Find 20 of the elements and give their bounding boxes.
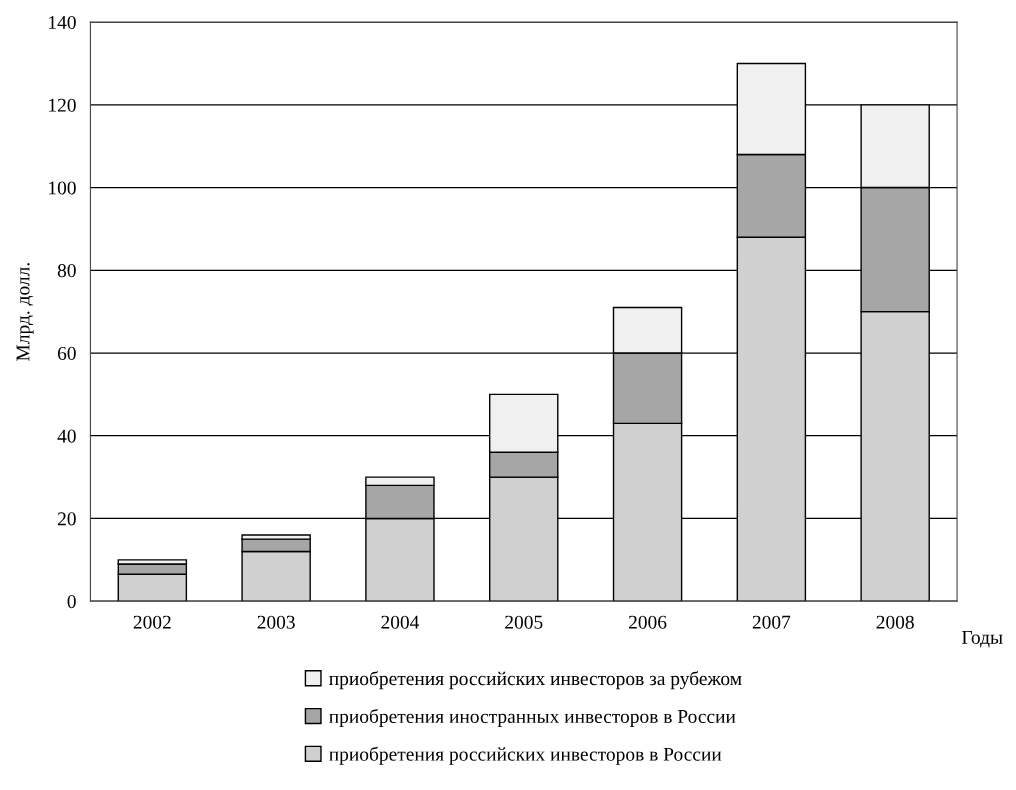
x-tick-label: 2005 — [505, 615, 543, 629]
x-tick-label: 2008 — [876, 615, 914, 629]
y-tick-label: 60 — [57, 346, 76, 360]
y-tick-label: 40 — [57, 429, 76, 443]
x-axis-title: Годы — [961, 630, 1003, 648]
legend-label: приобретения российских инвесторов за рубежом — [329, 671, 742, 690]
y-tick-label: 0 — [67, 595, 76, 609]
x-tick-label: 2006 — [628, 615, 667, 629]
y-tick-label: 140 — [49, 15, 76, 30]
x-tick-label: 2007 — [752, 615, 791, 629]
y-axis-title: Млрд. долл. — [16, 263, 34, 361]
y-tick-label: 100 — [49, 181, 76, 195]
y-tick-label: 80 — [57, 264, 76, 278]
x-tick-label: 2002 — [133, 615, 171, 629]
legend-label: приобретения российских инвесторов в России — [329, 746, 722, 765]
y-tick-label: 120 — [49, 98, 76, 112]
x-tick-label: 2004 — [381, 615, 420, 629]
x-tick-label: 2003 — [257, 615, 295, 629]
y-tick-label: 20 — [57, 512, 76, 526]
legend-label: приобретения иностранных инвесторов в России — [329, 708, 736, 727]
